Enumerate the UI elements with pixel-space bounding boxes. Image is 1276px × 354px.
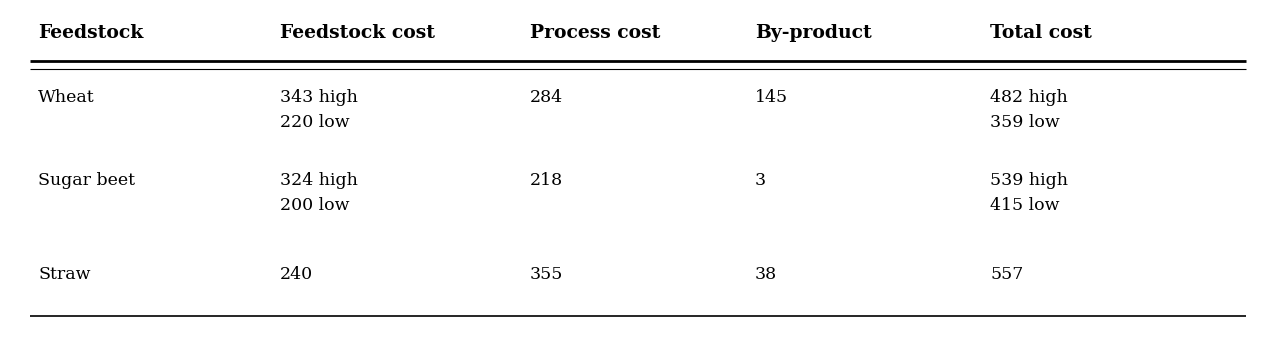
Text: Total cost: Total cost [990, 24, 1092, 42]
Text: 3: 3 [755, 172, 766, 189]
Text: Feedstock cost: Feedstock cost [279, 24, 435, 42]
Text: 218: 218 [530, 172, 563, 189]
Text: By-product: By-product [755, 24, 872, 42]
Text: 557: 557 [990, 266, 1023, 283]
Text: Process cost: Process cost [530, 24, 661, 42]
Text: 539 high
415 low: 539 high 415 low [990, 172, 1068, 214]
Text: Sugar beet: Sugar beet [38, 172, 135, 189]
Text: 343 high
220 low: 343 high 220 low [279, 89, 357, 131]
Text: 240: 240 [279, 266, 313, 283]
Text: Straw: Straw [38, 266, 91, 283]
Text: 38: 38 [755, 266, 777, 283]
Text: 324 high
200 low: 324 high 200 low [279, 172, 357, 214]
Text: 284: 284 [530, 89, 563, 106]
Text: 145: 145 [755, 89, 789, 106]
Text: Wheat: Wheat [38, 89, 94, 106]
Text: 482 high
359 low: 482 high 359 low [990, 89, 1068, 131]
Text: Feedstock: Feedstock [38, 24, 143, 42]
Text: 355: 355 [530, 266, 564, 283]
